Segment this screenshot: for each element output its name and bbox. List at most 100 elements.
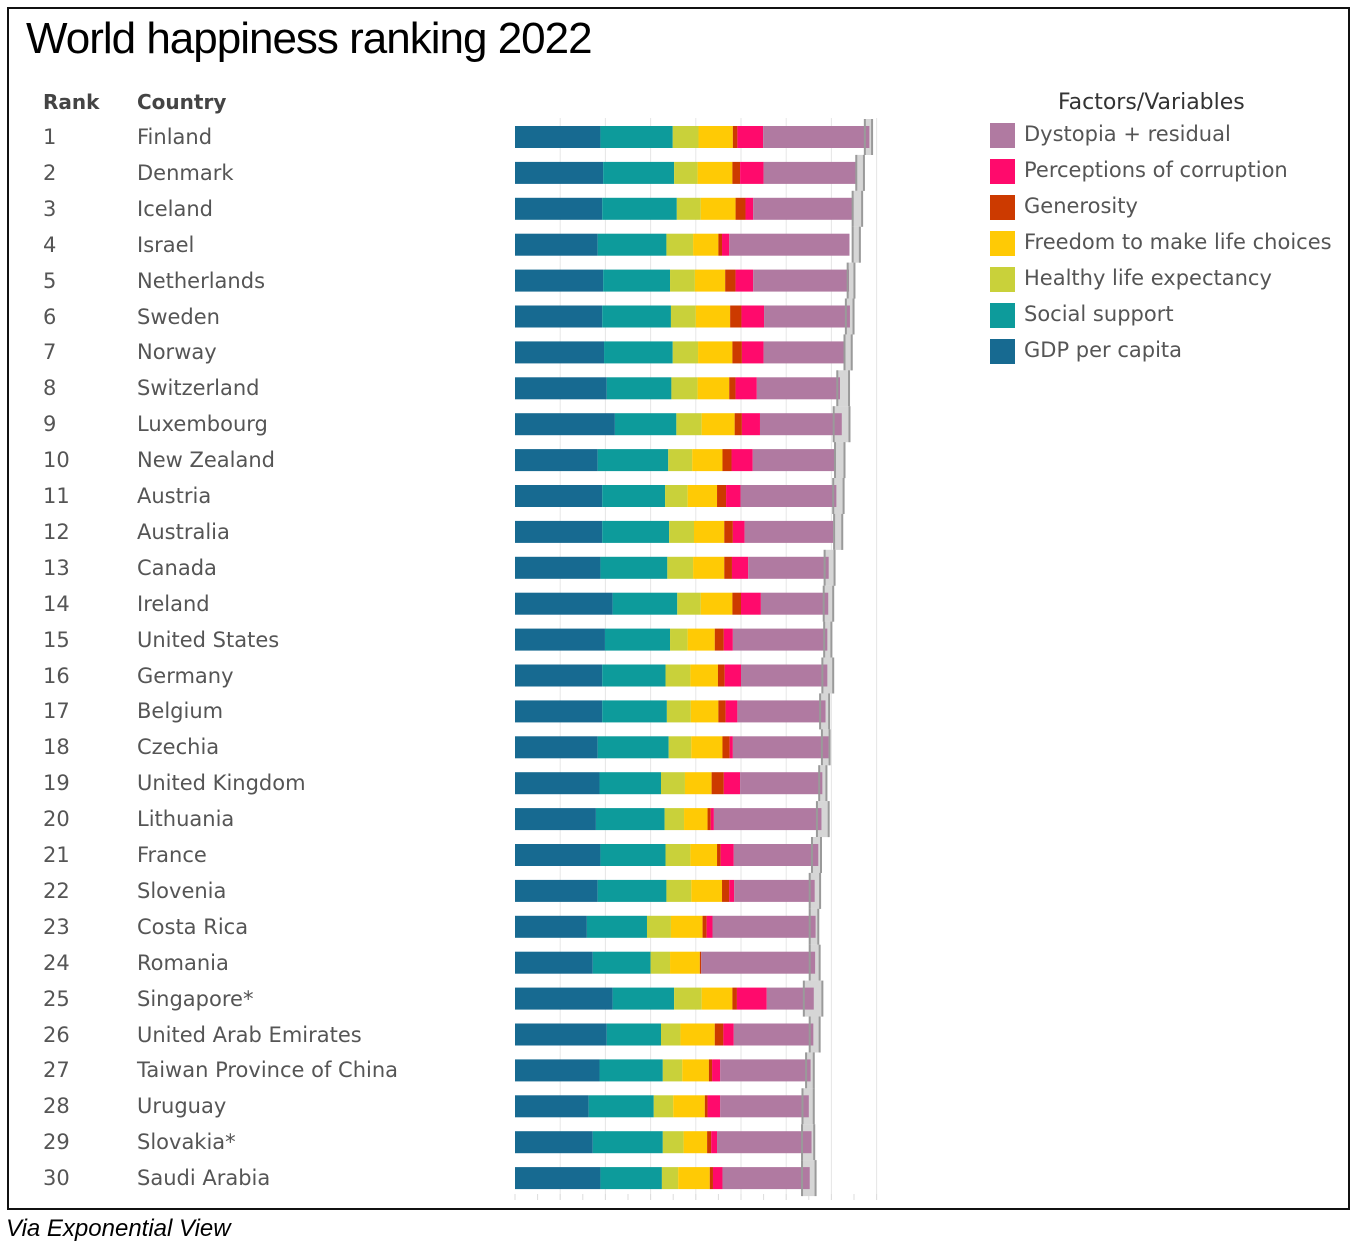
bar-segment-generosity[interactable] [729,377,736,400]
bar-segment-freedom-to-make-life-choices[interactable] [694,269,726,292]
bar-segment-social-support[interactable] [604,341,673,364]
bar-segment-freedom-to-make-life-choices[interactable] [690,700,719,723]
bar-segment-gdp-per-capita[interactable] [515,269,604,292]
bar-segment-freedom-to-make-life-choices[interactable] [700,197,736,220]
bar-segment-gdp-per-capita[interactable] [515,1059,600,1082]
bar-segment-gdp-per-capita[interactable] [515,305,603,328]
bar-segment-dystopia-residual[interactable] [748,556,829,579]
bar-segment-dystopia-residual[interactable] [729,233,850,256]
bar-segment-generosity[interactable] [699,951,702,974]
bar-segment-generosity[interactable] [714,1023,724,1046]
bar-segment-generosity[interactable] [734,413,742,436]
bar-segment-generosity[interactable] [725,269,736,292]
bar-segment-perceptions-of-corruption[interactable] [731,449,753,472]
bar-segment-healthy-life-expectancy[interactable] [650,951,671,974]
bar-segment-healthy-life-expectancy[interactable] [670,269,695,292]
bar-segment-social-support[interactable] [602,664,666,687]
bar-segment-dystopia-residual[interactable] [756,377,840,400]
bar-segment-gdp-per-capita[interactable] [515,700,603,723]
bar-segment-freedom-to-make-life-choices[interactable] [701,987,733,1010]
bar-segment-gdp-per-capita[interactable] [515,197,603,220]
bar-segment-generosity[interactable] [717,485,727,507]
bar-segment-gdp-per-capita[interactable] [515,772,600,795]
bar-segment-dystopia-residual[interactable] [701,951,816,974]
bar-segment-social-support[interactable] [595,808,665,831]
bar-segment-perceptions-of-corruption[interactable] [741,592,761,615]
bar-segment-gdp-per-capita[interactable] [515,1131,593,1154]
bar-segment-social-support[interactable] [600,126,673,148]
bar-segment-social-support[interactable] [592,951,651,974]
bar-segment-generosity[interactable] [707,808,711,831]
bar-segment-dystopia-residual[interactable] [741,664,828,687]
bar-segment-freedom-to-make-life-choices[interactable] [693,556,725,579]
bar-segment-perceptions-of-corruption[interactable] [745,197,754,220]
bar-segment-social-support[interactable] [597,879,667,902]
bar-segment-dystopia-residual[interactable] [763,126,870,148]
bar-segment-freedom-to-make-life-choices[interactable] [700,592,733,615]
bar-segment-healthy-life-expectancy[interactable] [662,1059,683,1082]
bar-segment-social-support[interactable] [612,592,678,615]
bar-segment-generosity[interactable] [730,305,742,328]
bar-segment-dystopia-residual[interactable] [720,1059,811,1082]
bar-segment-social-support[interactable] [602,197,677,220]
bar-segment-freedom-to-make-life-choices[interactable] [690,844,718,866]
bar-segment-gdp-per-capita[interactable] [515,736,598,759]
bar-segment-dystopia-residual[interactable] [733,1023,814,1046]
bar-segment-social-support[interactable] [592,1131,663,1154]
bar-segment-perceptions-of-corruption[interactable] [722,233,730,256]
bar-segment-gdp-per-capita[interactable] [515,664,603,687]
bar-segment-dystopia-residual[interactable] [740,772,823,795]
bar-segment-healthy-life-expectancy[interactable] [646,915,671,938]
bar-segment-social-support[interactable] [602,305,671,328]
bar-segment-gdp-per-capita[interactable] [515,628,605,651]
bar-segment-dystopia-residual[interactable] [734,879,815,902]
bar-segment-generosity[interactable] [717,664,725,687]
bar-segment-perceptions-of-corruption[interactable] [723,628,733,651]
bar-segment-dystopia-residual[interactable] [713,808,822,831]
bar-segment-healthy-life-expectancy[interactable] [676,197,701,220]
bar-segment-perceptions-of-corruption[interactable] [723,1023,734,1046]
bar-segment-social-support[interactable] [586,915,647,938]
bar-segment-generosity[interactable] [724,556,732,579]
bar-segment-generosity[interactable] [704,1095,708,1118]
bar-segment-healthy-life-expectancy[interactable] [666,233,694,256]
bar-segment-healthy-life-expectancy[interactable] [664,808,685,831]
bar-segment-generosity[interactable] [732,161,741,184]
bar-segment-freedom-to-make-life-choices[interactable] [695,305,731,328]
bar-segment-gdp-per-capita[interactable] [515,592,613,615]
bar-segment-dystopia-residual[interactable] [732,736,829,759]
bar-segment-social-support[interactable] [606,377,672,400]
bar-segment-generosity[interactable] [708,1059,713,1082]
bar-segment-perceptions-of-corruption[interactable] [735,377,757,400]
bar-segment-perceptions-of-corruption[interactable] [724,664,741,687]
bar-segment-social-support[interactable] [597,736,669,759]
bar-segment-gdp-per-capita[interactable] [515,556,601,579]
bar-segment-social-support[interactable] [600,556,668,579]
bar-segment-social-support[interactable] [597,233,667,256]
bar-segment-perceptions-of-corruption[interactable] [725,700,738,723]
bar-segment-perceptions-of-corruption[interactable] [710,808,714,831]
bar-segment-dystopia-residual[interactable] [763,341,845,364]
bar-segment-freedom-to-make-life-choices[interactable] [687,628,715,651]
bar-segment-freedom-to-make-life-choices[interactable] [673,1095,705,1118]
bar-segment-healthy-life-expectancy[interactable] [674,987,702,1010]
bar-segment-perceptions-of-corruption[interactable] [741,305,765,328]
bar-segment-healthy-life-expectancy[interactable] [677,592,701,615]
bar-segment-gdp-per-capita[interactable] [515,879,598,902]
bar-segment-healthy-life-expectancy[interactable] [666,879,692,902]
bar-segment-social-support[interactable] [614,413,677,436]
bar-segment-social-support[interactable] [588,1095,654,1118]
bar-segment-perceptions-of-corruption[interactable] [711,1131,718,1154]
bar-segment-perceptions-of-corruption[interactable] [731,556,749,579]
bar-segment-generosity[interactable] [732,126,738,148]
bar-segment-social-support[interactable] [604,628,671,651]
bar-segment-dystopia-residual[interactable] [740,485,837,507]
bar-segment-perceptions-of-corruption[interactable] [741,341,764,364]
bar-segment-social-support[interactable] [600,844,666,866]
bar-segment-generosity[interactable] [711,772,724,795]
bar-segment-freedom-to-make-life-choices[interactable] [697,377,730,400]
bar-segment-freedom-to-make-life-choices[interactable] [687,485,718,507]
bar-segment-gdp-per-capita[interactable] [515,126,601,148]
bar-segment-social-support[interactable] [612,987,675,1010]
bar-segment-freedom-to-make-life-choices[interactable] [698,126,733,148]
